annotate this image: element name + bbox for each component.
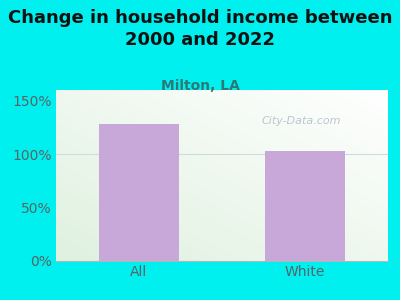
Bar	[265, 151, 345, 261]
Bar	[99, 124, 179, 261]
Text: Change in household income between
2000 and 2022: Change in household income between 2000 …	[8, 9, 392, 49]
Text: City-Data.com: City-Data.com	[262, 116, 341, 126]
Text: Milton, LA: Milton, LA	[160, 80, 240, 94]
